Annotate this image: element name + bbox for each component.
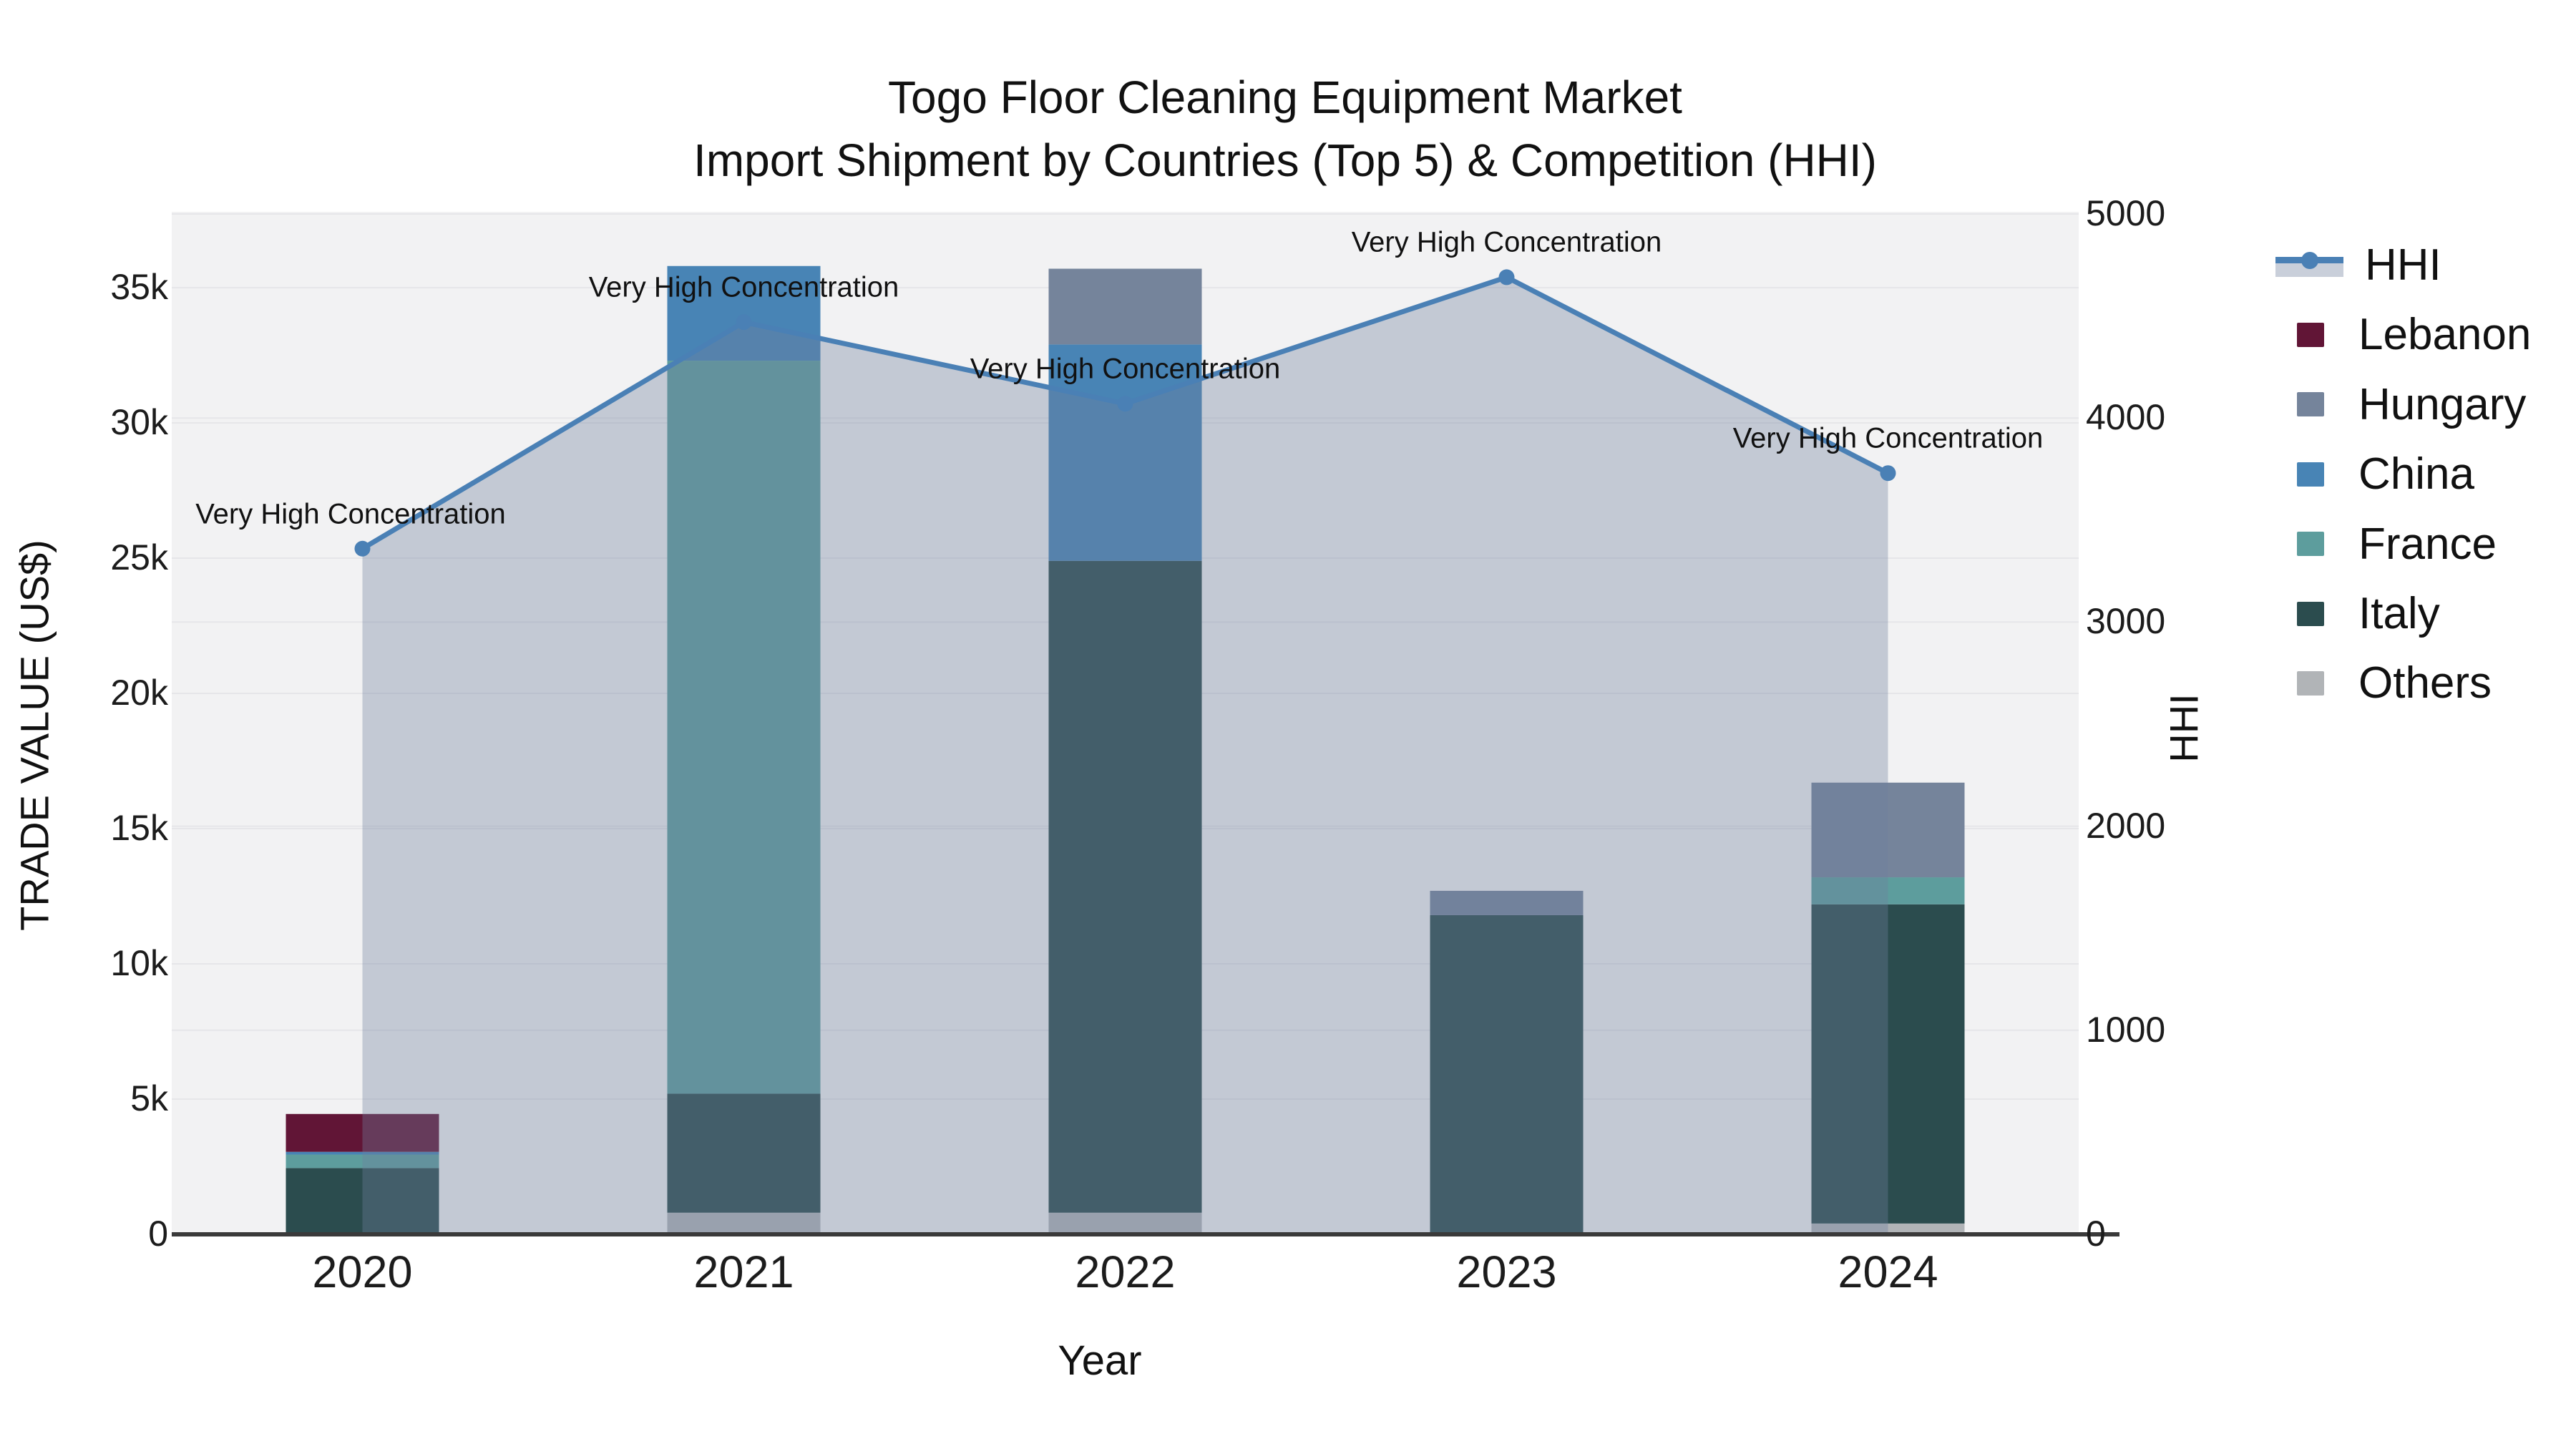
right-tick-label-2000: 2000 <box>2086 805 2166 846</box>
left-tick-label-30k: 30k <box>110 401 168 442</box>
hhi-marker-2023 <box>1498 269 1515 286</box>
annotation-2024: Very High Concentration <box>1732 422 2044 454</box>
legend-swatch-hungary <box>2297 392 2324 417</box>
x-tick-label-2022: 2022 <box>1075 1247 1176 1297</box>
legend-item-china[interactable]: China <box>2275 439 2474 509</box>
bar-segment-lebanon-2020 <box>286 1113 439 1152</box>
legend-item-italy[interactable]: Italy <box>2275 579 2440 648</box>
legend-label-lebanon: Lebanon <box>2358 310 2532 360</box>
left-tick-label-10k: 10k <box>110 942 168 983</box>
right-tick-label-4000: 4000 <box>2086 397 2166 438</box>
legend-label-others: Others <box>2358 658 2492 708</box>
legend-item-hhi[interactable]: HHI <box>2275 230 2441 300</box>
bar-segment-others-2022 <box>1048 1212 1202 1234</box>
right-tick-label-0: 0 <box>2086 1213 2106 1254</box>
legend-label-hungary: Hungary <box>2358 379 2527 429</box>
legend-item-hungary[interactable]: Hungary <box>2275 370 2526 439</box>
left-axis-title: TRADE VALUE (US$) <box>11 540 57 931</box>
bar-segment-france-2020 <box>286 1154 439 1169</box>
hhi-marker-2021 <box>736 314 752 331</box>
x-axis-line <box>172 1232 2119 1236</box>
legend-swatch-italy <box>2297 601 2324 626</box>
hhi-marker-2024 <box>1880 465 1896 482</box>
left-tick-label-0: 0 <box>148 1213 168 1254</box>
right-tick-label-3000: 3000 <box>2086 601 2166 642</box>
hhi-marker-dot-icon <box>2301 251 2318 269</box>
legend-label-china: China <box>2358 449 2474 499</box>
annotation-2021: Very High Concentration <box>588 271 899 303</box>
annotation-2022: Very High Concentration <box>970 353 1281 385</box>
right-axis-title: HHI <box>2161 693 2207 763</box>
x-tick-label-2024: 2024 <box>1838 1247 1938 1297</box>
x-tick-label-2023: 2023 <box>1456 1247 1557 1297</box>
bar-segment-hungary-2024 <box>1811 782 1965 878</box>
bar-segment-italy-2024 <box>1811 904 1965 1224</box>
legend-swatch-china <box>2297 462 2324 487</box>
hhi-marker-2020 <box>354 540 371 557</box>
left-tick-label-25k: 25k <box>110 537 168 577</box>
legend-item-france[interactable]: France <box>2275 509 2497 579</box>
annotation-2023: Very High Concentration <box>1351 226 1662 258</box>
annotation-2020: Very High Concentration <box>195 498 506 530</box>
chart-title: Togo Floor Cleaning Equipment Market Imp… <box>0 66 2570 192</box>
bar-segment-italy-2021 <box>667 1093 821 1213</box>
x-tick-label-2020: 2020 <box>312 1247 413 1297</box>
legend-label-italy: Italy <box>2358 589 2440 638</box>
legend-item-lebanon[interactable]: Lebanon <box>2275 300 2531 369</box>
hhi-marker-2022 <box>1117 396 1133 412</box>
hhi-line-sample-icon <box>2275 251 2343 280</box>
bar-segment-hungary-2022 <box>1048 268 1202 345</box>
left-tick-label-5k: 5k <box>130 1078 168 1118</box>
hhi-area-fill <box>362 277 1888 1234</box>
bar-segment-china-2020 <box>286 1151 439 1155</box>
bar-segment-italy-2020 <box>286 1168 439 1234</box>
bar-segment-france-2021 <box>667 361 821 1094</box>
left-tick-label-20k: 20k <box>110 672 168 713</box>
chart-title-line2: Import Shipment by Countries (Top 5) & C… <box>693 135 1877 186</box>
x-tick-label-2021: 2021 <box>693 1247 794 1297</box>
right-tick-label-5000: 5000 <box>2086 192 2166 233</box>
bar-segment-hungary-2023 <box>1430 890 1584 915</box>
legend-label-hhi: HHI <box>2365 240 2441 290</box>
legend-item-others[interactable]: Others <box>2275 648 2492 718</box>
legend-swatch-lebanon <box>2297 322 2324 347</box>
bar-segment-others-2021 <box>667 1212 821 1234</box>
x-axis-title: Year <box>1058 1337 1142 1384</box>
bar-segment-italy-2023 <box>1430 914 1584 1234</box>
chart-title-line1: Togo Floor Cleaning Equipment Market <box>888 72 1682 123</box>
right-tick-label-1000: 1000 <box>2086 1009 2166 1050</box>
legend-swatch-france <box>2297 532 2324 557</box>
bar-segment-italy-2022 <box>1048 560 1202 1213</box>
left-tick-label-35k: 35k <box>110 266 168 307</box>
bar-segment-france-2024 <box>1811 877 1965 904</box>
legend-swatch-others <box>2297 670 2324 696</box>
bar-segment-others-2024 <box>1811 1223 1965 1234</box>
bar-segment-china-2021 <box>667 265 821 361</box>
left-tick-label-15k: 15k <box>110 807 168 848</box>
legend-label-france: France <box>2358 519 2497 569</box>
bar-segment-china-2022 <box>1048 344 1202 561</box>
